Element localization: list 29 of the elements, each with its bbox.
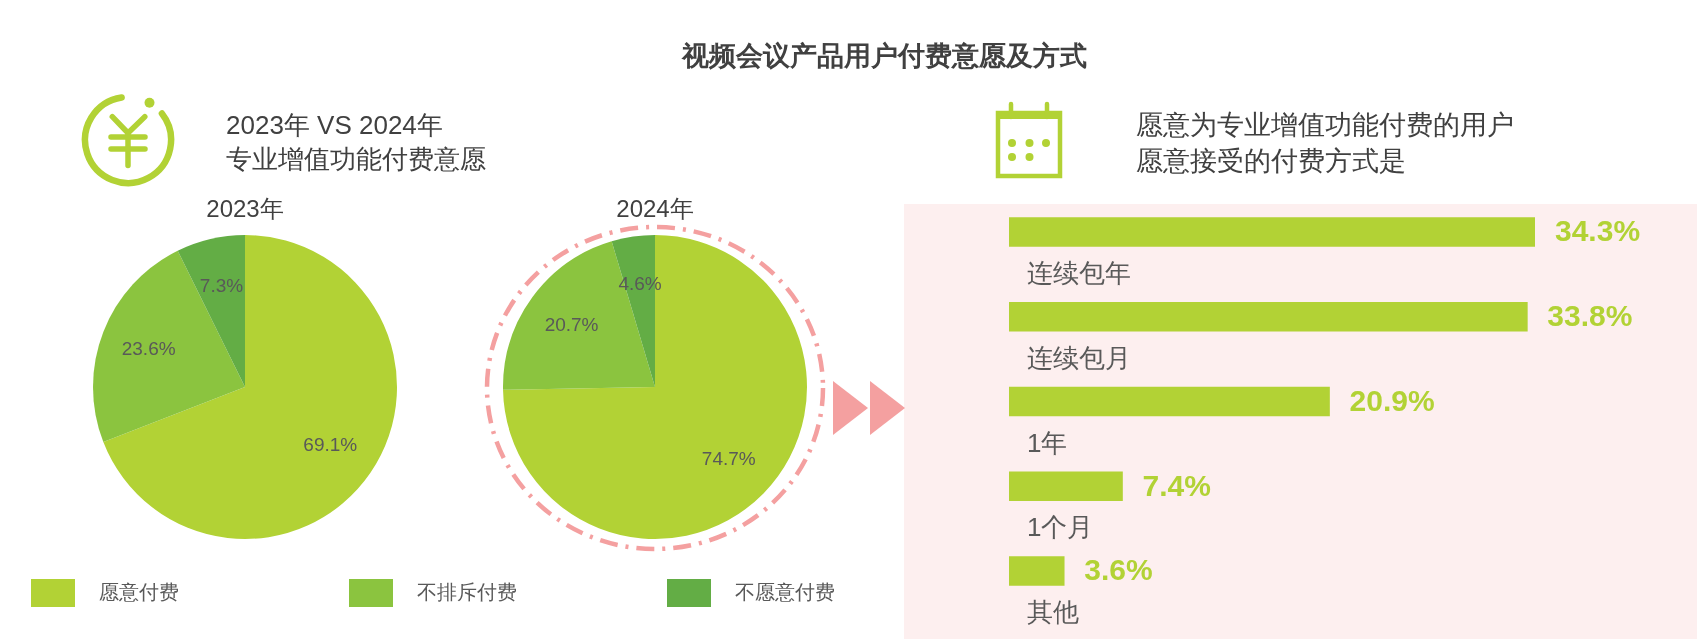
y-tick-label: 连续包年 (1027, 258, 1131, 289)
bar (1009, 386, 1330, 417)
bar (1009, 301, 1528, 332)
data-label: 20.7% (544, 314, 599, 336)
data-label: 23.6% (121, 337, 176, 359)
data-label: 74.7% (701, 447, 756, 469)
legend-label: 不排斥付费 (417, 580, 517, 603)
data-label: 69.1% (303, 433, 358, 455)
chart-title: 愿意为专业增值功能付费的用户愿意接受的付费方式是 (1136, 109, 1515, 178)
data-label: 3.6% (1084, 553, 1153, 587)
legend-label: 愿意付费 (99, 580, 179, 603)
data-label: 7.3% (199, 274, 244, 296)
data-label: 7.4% (1142, 468, 1211, 502)
y-tick-label: 连续包月 (1027, 342, 1131, 373)
data-label: 33.8% (1547, 299, 1633, 333)
text: 专业增值功能付费意愿 (226, 143, 486, 176)
y-tick-label: 其他 (1027, 597, 1079, 628)
chart-title: 2024年 (616, 195, 694, 223)
y-tick-label: 1年 (1027, 427, 1068, 458)
bar (1009, 556, 1065, 586)
bar (1009, 217, 1535, 247)
data-label: 20.9% (1349, 383, 1435, 417)
bar (1009, 471, 1123, 502)
y-tick-label: 1个月 (1027, 512, 1094, 543)
legend-label: 不愿意付费 (735, 580, 835, 603)
data-label: 34.3% (1555, 214, 1641, 248)
chart-title: 2023年 (206, 195, 284, 223)
text: 视频会议产品用户付费意愿及方式 (681, 40, 1087, 73)
text: 2023年 VS 2024年 (226, 109, 443, 142)
